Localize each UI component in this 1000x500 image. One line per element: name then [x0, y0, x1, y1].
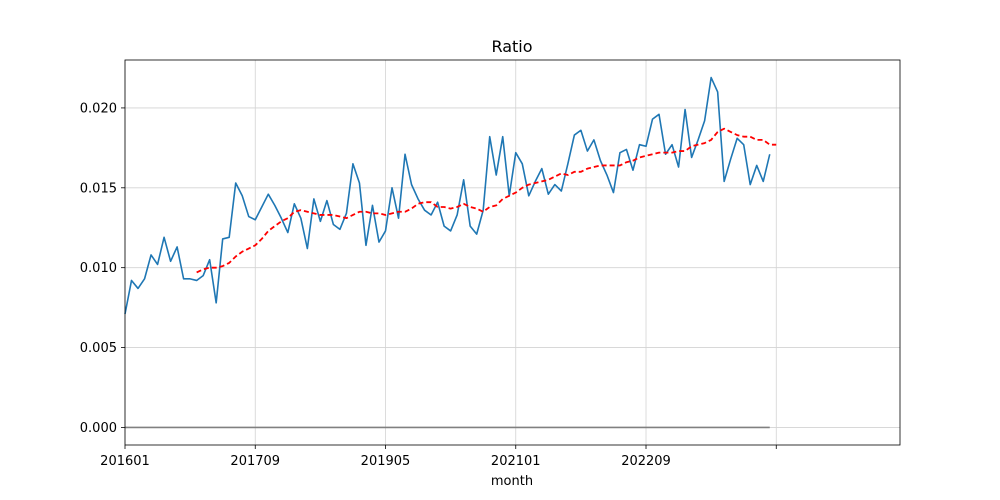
series-line-1 [196, 127, 777, 274]
x-tick-label: 201905 [361, 454, 411, 469]
x-tick-label: 202101 [491, 454, 541, 469]
x-tick-label: 201601 [100, 454, 150, 469]
x-axis-label: month [491, 474, 533, 489]
x-axis: 201601 201709 201905 202101 202209 [100, 445, 777, 469]
x-tick-label: 201709 [230, 454, 280, 469]
y-tick-label: 0.005 [80, 341, 117, 356]
y-tick-label: 0.020 [80, 101, 117, 116]
y-tick-label: 0.000 [80, 421, 117, 436]
series-group [124, 76, 777, 429]
series-line-0 [124, 76, 771, 315]
y-tick-label: 0.010 [80, 261, 117, 276]
x-tick-label: 202209 [621, 454, 671, 469]
y-axis: 0.000 0.005 0.010 0.015 0.020 [80, 101, 125, 436]
plot-frame [124, 59, 901, 446]
y-tick-label: 0.015 [80, 181, 117, 196]
chart-title: Ratio [491, 37, 532, 56]
